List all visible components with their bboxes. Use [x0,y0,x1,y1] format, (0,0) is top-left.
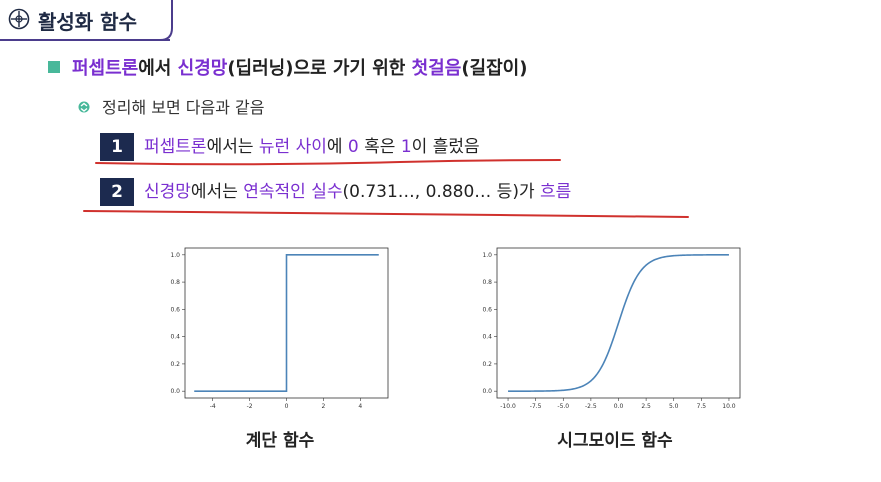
x-tick-label: -5.0 [557,403,569,410]
x-tick-label: -4 [210,403,216,410]
x-tick-label: 5.0 [669,403,679,410]
row-text: 1 [400,137,412,157]
text-neural-network: 신경망 [177,58,228,79]
step-function-chart: -4 -2 0 2 4 0.0 0.2 0.4 0.6 0.8 1.0 [170,247,389,410]
cycle-arrow-icon [78,101,90,113]
main-bullet: 퍼셉트론에서 신경망(딥러닝)으로 가기 위한 첫걸음(길잡이) [48,54,527,80]
sigmoid-function-chart: -10.0 -7.5 -5.0 -2.5 0.0 2.5 5.0 7.5 10.0 0.0 0.2 0… [482,247,741,410]
square-bullet-icon [48,61,60,73]
row-text: 연속적인 실수 [243,182,343,202]
y-tick-label: 0.6 [170,306,180,313]
x-tick-label: -10.0 [500,403,516,410]
data-series-line [508,254,729,392]
row-text: 에 [326,137,348,157]
x-tick-label: 10.0 [722,403,736,410]
y-tick-label: 0.2 [170,361,180,368]
x-tick-label: 2 [321,403,325,410]
summary-row-2: 2 신경망에서는 연속적인 실수(0.731…, 0.880… 등)가 흐름 [100,177,571,206]
row-text: 에서는 [206,137,259,157]
text-perceptron: 퍼셉트론 [72,58,139,79]
y-tick-label: 0.4 [170,334,180,341]
text-segment: (딥러닝)으로 가기 위한 [227,58,412,79]
text-segment: 에서 [138,58,178,79]
sub-bullet: 정리해 보면 다음과 같음 [78,94,264,118]
y-tick-label: 0.0 [482,388,492,395]
y-tick-label: 0.8 [170,279,180,286]
row-number-badge: 2 [100,178,134,206]
row-text: 신경망 [144,182,191,202]
x-tick-label: 7.5 [697,403,707,410]
x-tick-label: -2.5 [585,403,597,410]
y-tick-label: 0.4 [482,334,492,341]
row-text: 에서는 [190,182,244,202]
title-underline [0,39,170,41]
text-segment: (길잡이) [461,58,528,79]
row-text: 이 흘렀음 [411,137,480,157]
row-text: 혹은 [358,137,401,157]
y-tick-label: 0.6 [482,306,492,313]
text-first-step: 첫걸음 [411,58,462,79]
row-text: 퍼셉트론 [144,137,207,157]
row-number-badge: 1 [100,133,134,161]
summary-row-1: 1 퍼셉트론에서는 뉴런 사이에 0 혹은 1이 흘렀음 [100,132,480,161]
step-function-caption: 계단 함수 [245,431,315,451]
y-tick-label: 1.0 [482,252,492,259]
sub-bullet-text: 정리해 보면 다음과 같음 [102,98,265,117]
sigmoid-function-caption: 시그모이드 함수 [557,431,673,451]
x-tick-label: 2.5 [641,403,651,410]
crosshair-icon [8,8,30,30]
y-tick-label: 0.8 [482,279,492,286]
y-tick-label: 0.0 [170,388,180,395]
data-series-line [194,254,379,392]
x-tick-label: 0.0 [614,403,624,410]
y-tick-label: 0.2 [482,361,492,368]
x-tick-label: -2 [247,403,253,410]
y-tick-label: 1.0 [170,252,180,259]
x-tick-label: 4 [358,403,362,410]
page-title: 활성화 함수 [38,10,137,34]
row-text: 뉴런 사이 [258,137,327,157]
x-tick-label: 0 [285,403,289,410]
title-underline-curve [120,0,173,41]
row-text: 0 [347,137,359,157]
row-text: (0.731…, 0.880… 등)가 [342,182,540,202]
row-text: 흐름 [540,182,572,202]
x-tick-label: -7.5 [530,403,542,410]
